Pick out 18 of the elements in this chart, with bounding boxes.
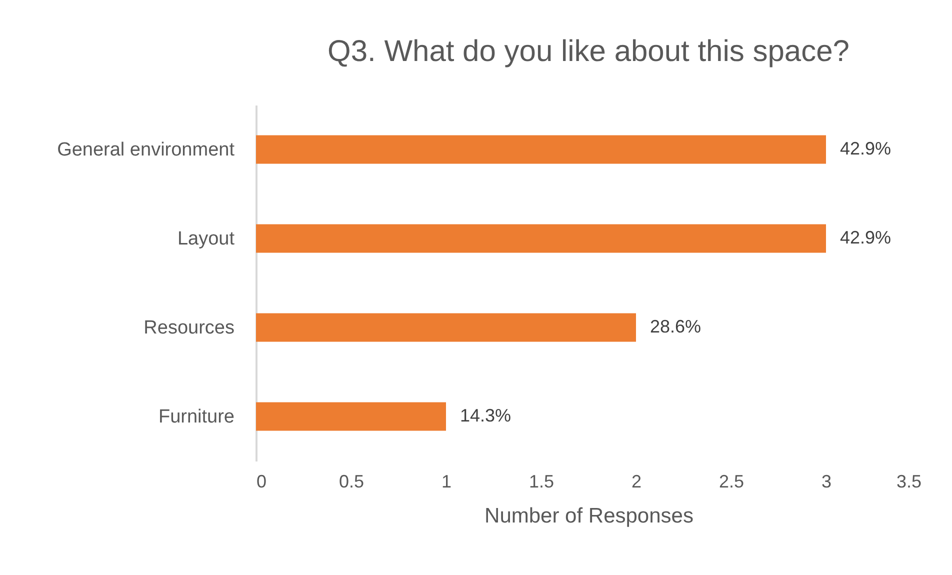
annotation: 28.6% [650,316,702,336]
x-tick-label: 2 [631,472,642,492]
x-tick-label: 1 [441,472,452,492]
x-tick-label: 0 [256,472,267,492]
x-tick-label: 3 [821,472,832,492]
x-axis-title: Number of Responses [484,504,694,528]
x-tick-label: 0.5 [338,472,364,492]
x-tick-label: 1.5 [528,472,554,492]
y-tick-label: Layout [177,228,236,250]
annotation: 42.9% [840,228,892,248]
x-tick-label: 2.5 [718,472,744,492]
y-tick-label: General environment [57,140,236,160]
annotation: 14.3% [460,406,512,426]
x-tick-label: 3.5 [896,472,922,492]
y-tick-label: Resources [144,318,234,338]
chart-title: Q3. What do you like about this space? [328,35,850,68]
annotation: 42.9% [840,138,892,158]
y-tick-label: Furniture [158,406,234,428]
